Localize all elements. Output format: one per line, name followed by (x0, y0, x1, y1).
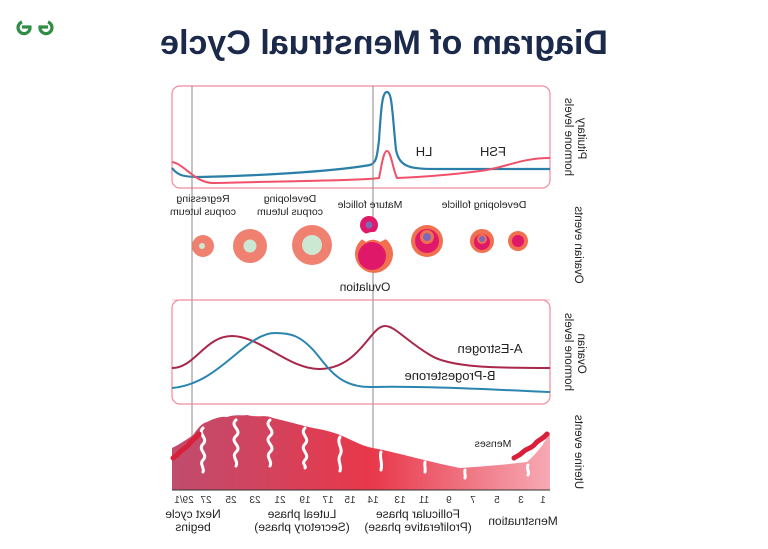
phase-labels: Menstruation Follicular phase (Prolifera… (165, 507, 558, 534)
estrogen-curve (171, 324, 551, 371)
fsh-curve (171, 149, 551, 185)
day-tick-label: 21 (274, 495, 286, 506)
day-tick-label: 15 (344, 495, 356, 506)
next-cycle-label-2: begins (175, 520, 210, 534)
lh-curve (171, 90, 550, 179)
endometrium (172, 415, 550, 490)
day-tick-label: 7 (470, 495, 476, 506)
developing-cl-label-2: corpus luteum (257, 206, 323, 218)
day-tick-label: 17 (322, 495, 334, 506)
developing-follicle-label: Developing follicle (442, 199, 527, 211)
day-tick-label: 5 (494, 495, 500, 506)
follicular-label-2: (Proliferative phase) (364, 520, 471, 534)
ovulation-label: Ovulation (340, 280, 391, 294)
estrogen-label: A-Estrogen (457, 341, 522, 356)
mature-follicle (360, 216, 378, 234)
pituitary-panel (171, 85, 551, 189)
developing-corpus-luteum-2 (233, 229, 267, 263)
regressing-cl-label-1: Regressing (176, 193, 229, 205)
logo (16, 20, 54, 36)
ovarian-event-labels: Developing follicle Mature follicle Deve… (170, 193, 527, 294)
developing-corpus-luteum-1 (292, 225, 332, 265)
day-tick-label: 14 (367, 495, 379, 506)
fsh-label: FSH (480, 144, 506, 159)
follicles (192, 216, 528, 273)
ruptured-follicle (355, 231, 393, 273)
ovarian-hormone-label-line2: hormone levels (562, 313, 574, 391)
day-tick-label: 25 (225, 495, 237, 506)
pituitary-label-line1: Pituitary (575, 118, 587, 160)
progesterone-curve (171, 331, 551, 393)
luteal-label-2: (Secretory phase) (254, 520, 349, 534)
day-tick-label: 13 (394, 495, 406, 506)
uterine-glands (199, 418, 531, 480)
mature-follicle-label: Mature follicle (337, 199, 402, 211)
uterine-side-label: Uterine events (572, 415, 584, 489)
follicular-label-1: Follicular phase (376, 507, 460, 521)
day-tick-label: 1 (540, 495, 546, 506)
menses-blood (170, 431, 550, 461)
menstruation-label: Menstruation (488, 514, 557, 528)
day-tick-label: 9 (446, 495, 452, 506)
ovarian-hormone-label-line1: Ovarian (575, 333, 587, 373)
day-tick-label: 3 (518, 495, 524, 506)
follicle-2 (470, 229, 494, 253)
follicle-3 (411, 225, 443, 257)
pituitary-side-label: Pituitary hormone levels (562, 98, 587, 176)
day-tick-label: 19 (299, 495, 311, 506)
day-tick-label: 27 (200, 495, 212, 506)
day-tick-label: 11 (418, 495, 429, 506)
next-cycle-label-1: Next cycle (165, 507, 221, 521)
regressing-corpus-luteum (192, 235, 214, 257)
lh-label: LH (416, 144, 433, 159)
developing-cl-label-1: Developing (264, 193, 317, 205)
menses-label: Menses (475, 438, 512, 450)
day-tick-label: 29/1 (174, 495, 194, 506)
day-tick-label: 23 (249, 495, 261, 506)
follicle-1 (508, 231, 528, 251)
ovarian-events-side-label: Ovarian events (572, 206, 584, 284)
regressing-cl-label-2: corpus luteum (170, 206, 236, 218)
progesterone-label: B-Progesterone (404, 368, 495, 383)
page-title: Diagram of Menstrual Cycle (160, 24, 608, 62)
ovarian-hormone-panel (171, 299, 551, 405)
luteal-label-1: Luteal phase (267, 507, 336, 521)
ovarian-hormone-side-label: Ovarian hormone levels (562, 313, 587, 391)
pituitary-label-line2: hormone levels (562, 98, 574, 176)
